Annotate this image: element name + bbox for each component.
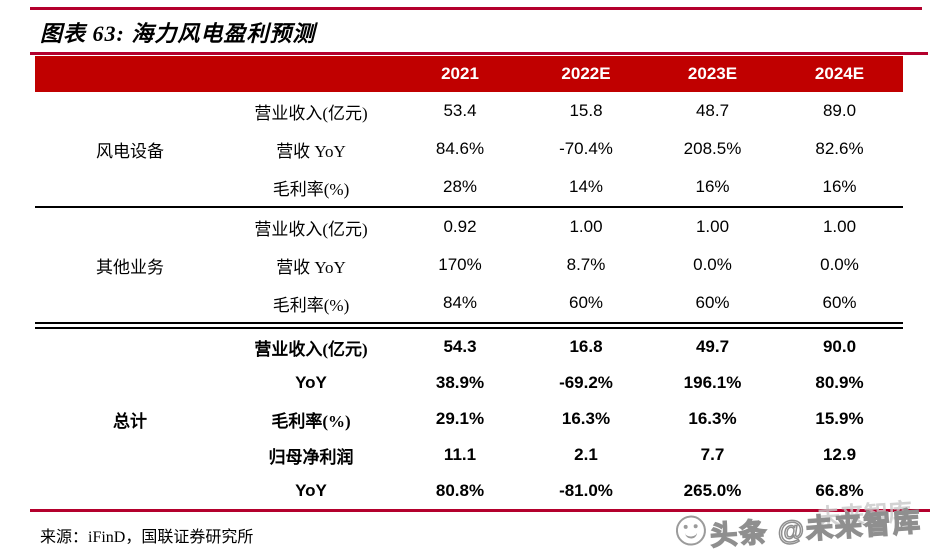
- header-year-2023e: 2023E: [687, 64, 738, 83]
- value-cell: 60%: [568, 293, 604, 312]
- smiley-face-icon: [675, 514, 708, 547]
- value-cell: 16.3%: [688, 409, 737, 428]
- value-cell: 80.8%: [435, 481, 485, 500]
- value-cell: 15.8: [569, 101, 603, 120]
- table-row: 毛利率(%) 28% 14% 16% 16%: [225, 168, 903, 206]
- value-cell: -81.0%: [559, 481, 613, 500]
- title-top-rule: [30, 7, 922, 10]
- table-group-other-business: 其他业务 营业收入(亿元) 0.92 1.00 1.00 1.00 营收 YoY…: [35, 208, 903, 322]
- table-row: 营收 YoY 170% 8.7% 0.0% 0.0%: [225, 246, 903, 284]
- value-cell: -70.4%: [559, 139, 613, 158]
- value-cell: 48.7: [695, 101, 730, 120]
- value-cell: 1.00: [822, 217, 857, 236]
- value-cell: 1.00: [695, 217, 730, 236]
- table-group-total: 总计 营业收入(亿元) 54.3 16.8 49.7 90.0 YoY 38.9…: [35, 329, 903, 509]
- section-divider: [35, 206, 903, 208]
- source-note: 来源：iFinD，国联证券研究所: [40, 529, 254, 546]
- value-cell: 53.4: [443, 101, 477, 120]
- header-year-2022e: 2022E: [561, 64, 611, 83]
- value-cell: 84%: [442, 293, 478, 312]
- group-label: 其他业务: [96, 257, 164, 277]
- metric-label: 毛利率(%): [272, 295, 350, 315]
- value-cell: 170%: [438, 255, 482, 274]
- metric-label: 营业收入(亿元): [254, 339, 368, 359]
- metric-label: 毛利率(%): [272, 179, 350, 199]
- value-cell: 16.8: [569, 337, 603, 356]
- metric-label: 营收 YoY: [276, 141, 346, 161]
- metric-label: 毛利率(%): [271, 411, 351, 431]
- value-cell: 15.9%: [815, 409, 864, 428]
- value-cell: 16.3%: [561, 409, 611, 428]
- table-row: 营业收入(亿元) 53.4 15.8 48.7 89.0: [225, 92, 903, 130]
- value-cell: 2.1: [574, 445, 598, 464]
- table-header-row: 2021 2022E 2023E 2024E: [35, 56, 903, 92]
- value-cell: 0.0%: [820, 255, 859, 274]
- value-cell: 90.0: [822, 337, 857, 356]
- value-cell: 89.0: [822, 101, 857, 120]
- value-cell: 16%: [822, 177, 857, 196]
- metric-label: YoY: [295, 373, 327, 392]
- profit-forecast-table: 2021 2022E 2023E 2024E 风电设备 营业收入(亿元) 53.…: [35, 56, 903, 509]
- metric-label: 营收 YoY: [276, 257, 346, 277]
- value-cell: 84.6%: [435, 139, 485, 158]
- value-cell: 49.7: [695, 337, 730, 356]
- table-group-wind-equipment: 风电设备 营业收入(亿元) 53.4 15.8 48.7 89.0 营收 YoY…: [35, 92, 903, 206]
- value-cell: 8.7%: [566, 255, 606, 274]
- value-cell: 66.8%: [815, 481, 864, 500]
- table-top-rule: [30, 52, 928, 55]
- value-cell: 60%: [695, 293, 730, 312]
- value-cell: 16%: [695, 177, 730, 196]
- value-cell: -69.2%: [559, 373, 613, 392]
- header-year-2024e: 2024E: [814, 64, 865, 83]
- value-cell: 11.1: [443, 445, 477, 464]
- value-cell: 1.00: [569, 217, 603, 236]
- value-cell: 208.5%: [683, 139, 742, 158]
- value-cell: 80.9%: [815, 373, 864, 392]
- value-cell: 29.1%: [435, 409, 485, 428]
- value-cell: 28%: [442, 177, 478, 196]
- value-cell: 38.9%: [435, 373, 485, 392]
- value-cell: 54.3: [443, 337, 477, 356]
- table-row: 营业收入(亿元) 0.92 1.00 1.00 1.00: [225, 208, 903, 246]
- group-label: 风电设备: [96, 141, 164, 161]
- section-divider-double: [35, 322, 903, 329]
- header-year-2021: 2021: [441, 64, 479, 83]
- value-cell: 7.7: [700, 445, 725, 464]
- table-row: 归母净利润 11.1 2.1 7.7 12.9: [225, 437, 903, 473]
- figure-title: 图表 63: 海力风电盈利预测: [40, 21, 316, 46]
- metric-label: 归母净利润: [268, 447, 354, 467]
- metric-label: 营业收入(亿元): [254, 103, 368, 123]
- value-cell: 265.0%: [683, 481, 742, 500]
- value-cell: 14%: [568, 177, 604, 196]
- value-cell: 12.9: [822, 445, 857, 464]
- value-cell: 0.92: [443, 217, 477, 236]
- metric-label: 营业收入(亿元): [254, 219, 368, 239]
- metric-label: YoY: [295, 481, 327, 500]
- table-bottom-rule: [30, 509, 930, 512]
- table-row: 毛利率(%) 29.1% 16.3% 16.3% 15.9%: [225, 401, 903, 437]
- table-row: 营业收入(亿元) 54.3 16.8 49.7 90.0: [225, 329, 903, 365]
- table-row: 营收 YoY 84.6% -70.4% 208.5% 82.6%: [225, 130, 903, 168]
- table-row: YoY 80.8% -81.0% 265.0% 66.8%: [225, 473, 903, 509]
- value-cell: 60%: [822, 293, 857, 312]
- group-label: 总计: [113, 411, 147, 431]
- table-row: YoY 38.9% -69.2% 196.1% 80.9%: [225, 365, 903, 401]
- table-row: 毛利率(%) 84% 60% 60% 60%: [225, 284, 903, 322]
- value-cell: 0.0%: [693, 255, 732, 274]
- value-cell: 82.6%: [815, 139, 864, 158]
- value-cell: 196.1%: [683, 373, 742, 392]
